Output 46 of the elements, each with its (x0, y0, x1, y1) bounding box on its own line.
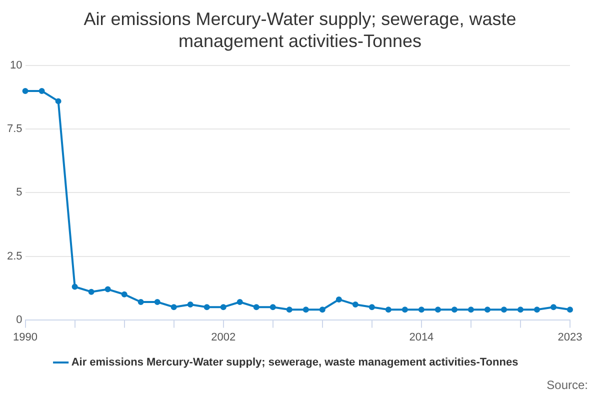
point (253, 304, 260, 310)
point (517, 306, 524, 313)
point (484, 306, 490, 313)
point (170, 304, 177, 310)
point (38, 88, 45, 94)
point (418, 306, 424, 313)
x-tick-label: 2023 (558, 331, 582, 344)
point (468, 306, 474, 313)
point (451, 306, 458, 313)
point (270, 304, 276, 310)
point (138, 299, 144, 306)
point (352, 302, 358, 308)
point (104, 286, 111, 292)
point (236, 299, 243, 306)
point (336, 296, 342, 302)
point (500, 306, 507, 313)
legend-label: Air emissions Mercury-Water supply; sewerage, waste management activities-Tonnes (71, 356, 518, 369)
y-tick-label: 7.5 (6, 123, 22, 136)
point (434, 306, 441, 313)
point (302, 306, 309, 313)
point (220, 304, 226, 310)
y-tick-label: 10 (10, 60, 22, 72)
point (286, 306, 292, 313)
point (550, 304, 556, 310)
point (402, 306, 408, 313)
y-tick-label: 0 (16, 314, 22, 326)
point (22, 88, 28, 94)
chart-title: Air emissions Mercury-Water supply; sewerage, waste management activities-Tonnes (82, 8, 518, 53)
point (319, 306, 326, 313)
x-tick-label: 1990 (13, 331, 38, 344)
x-tick-label: 2002 (211, 331, 236, 344)
source-note: Source: (546, 378, 589, 392)
point (187, 302, 194, 308)
y-tick-label: 2.5 (6, 250, 22, 262)
point (204, 304, 210, 310)
point (154, 299, 160, 306)
point (55, 98, 62, 104)
point (534, 306, 540, 313)
point (385, 306, 392, 313)
y-tick-label: 5 (16, 186, 22, 199)
point (72, 284, 78, 290)
point (121, 291, 128, 298)
x-tick-label: 2014 (409, 331, 434, 344)
point (88, 288, 94, 295)
point (368, 304, 375, 310)
point (567, 306, 573, 313)
